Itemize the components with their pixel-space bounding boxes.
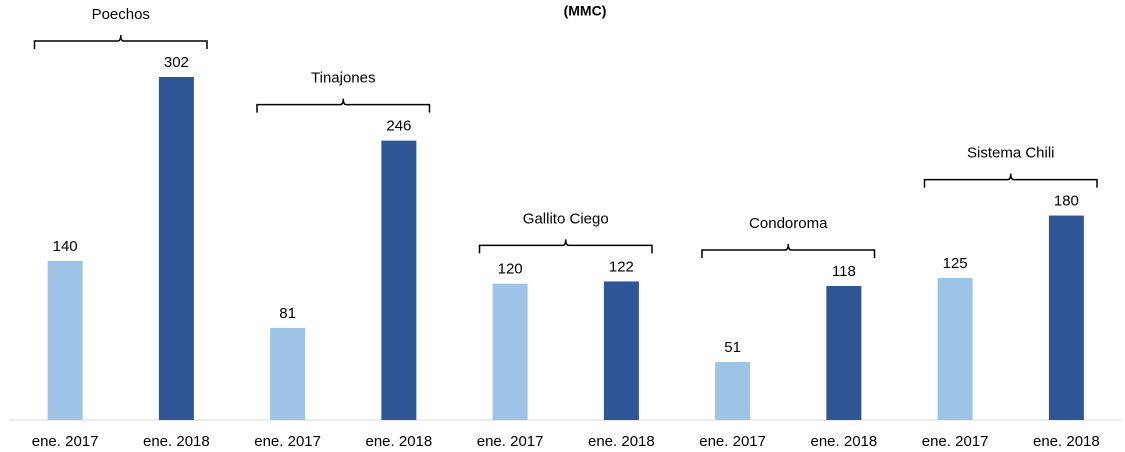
bar: [715, 362, 751, 420]
bar: [1048, 215, 1084, 420]
x-tick-label: ene. 2018: [588, 433, 655, 450]
x-tick-label: ene. 2018: [366, 433, 433, 450]
bar: [381, 140, 417, 420]
group-bracket: [923, 173, 1098, 188]
value-label: 302: [164, 54, 189, 71]
value-label: 125: [943, 255, 968, 272]
x-tick-label: ene. 2018: [143, 433, 210, 450]
bar: [937, 278, 973, 420]
group-label: Sistema Chili: [967, 145, 1055, 162]
value-label: 180: [1054, 193, 1079, 210]
x-tick-label: ene. 2017: [477, 433, 544, 450]
x-tick-label: ene. 2017: [32, 433, 99, 450]
x-tick-label: ene. 2018: [811, 433, 878, 450]
x-tick-label: ene. 2017: [922, 433, 989, 450]
group-bracket: [33, 34, 208, 49]
group-label: Poechos: [92, 6, 150, 23]
group-bracket: [478, 239, 653, 254]
bar: [158, 77, 194, 420]
value-label: 120: [498, 261, 523, 278]
group-label: Gallito Ciego: [523, 210, 609, 227]
bar: [826, 285, 862, 420]
bar: [47, 260, 83, 420]
value-label: 81: [279, 305, 296, 322]
value-label: 140: [53, 238, 78, 255]
value-label: 122: [609, 258, 634, 275]
x-tick-label: ene. 2018: [1033, 433, 1100, 450]
x-tick-label: ene. 2017: [254, 433, 321, 450]
bar: [492, 283, 528, 420]
value-label: 51: [724, 339, 741, 356]
chart-title: (MMC): [564, 3, 607, 19]
x-tick-label: ene. 2017: [699, 433, 766, 450]
group-label: Tinajones: [311, 70, 375, 87]
value-label: 246: [386, 118, 411, 135]
value-label: 118: [832, 263, 856, 280]
group-bracket: [701, 243, 876, 258]
bar: [603, 281, 639, 420]
group-bracket: [256, 98, 431, 113]
group-label: Condoroma: [749, 215, 828, 232]
bar: [270, 328, 306, 420]
